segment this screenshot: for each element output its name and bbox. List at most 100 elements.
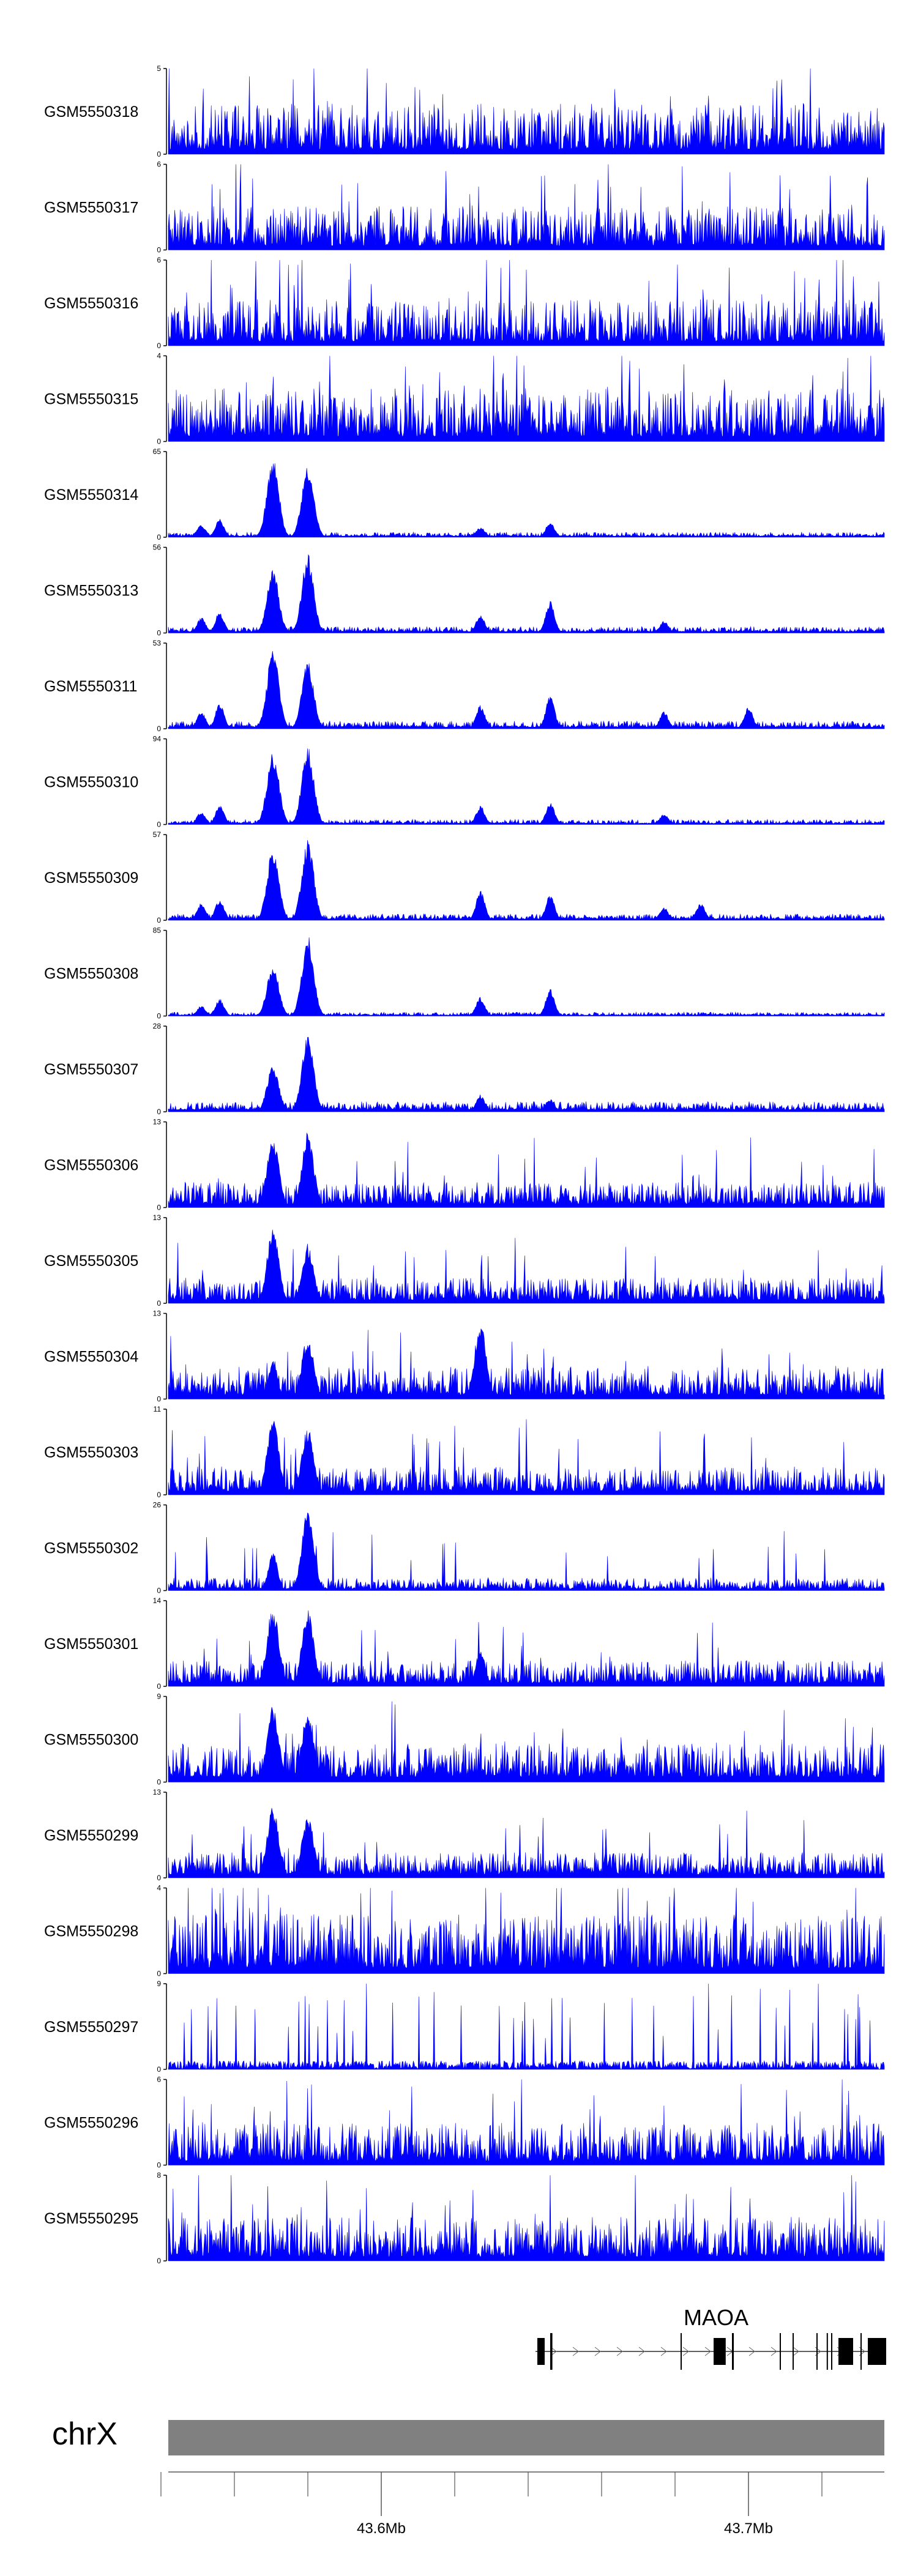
y-max-label: 6 [157, 2075, 161, 2084]
exon [816, 2333, 818, 2370]
signal-area [168, 1513, 885, 1591]
strand-arrow [550, 2347, 557, 2356]
track-label: GSM5550316 [44, 295, 138, 312]
y-max-label: 56 [153, 543, 162, 552]
y-max-label: 4 [157, 352, 161, 360]
track: GSM5550309 57 0 [44, 830, 885, 925]
track-label: GSM5550311 [44, 678, 137, 695]
signal-area [168, 937, 885, 1016]
exon [714, 2338, 726, 2365]
y-min-label: 0 [157, 1682, 161, 1691]
y-min-label: 0 [157, 2065, 161, 2074]
signal-area [168, 650, 885, 729]
track-label: GSM5550303 [44, 1444, 138, 1461]
y-max-label: 11 [154, 1405, 162, 1413]
signal-area [168, 1229, 885, 1304]
track: GSM5550303 11 0 [44, 1405, 885, 1499]
strand-arrow [704, 2347, 711, 2356]
y-min-label: 0 [157, 629, 161, 638]
gene-label: MAOA [684, 2305, 748, 2330]
track-label: GSM5550317 [44, 199, 138, 217]
y-max-label: 65 [153, 447, 162, 456]
y-max-label: 5 [157, 64, 161, 73]
signal-area [168, 1807, 885, 1878]
track-label: GSM5550304 [44, 1349, 138, 1366]
y-min-label: 0 [157, 1012, 161, 1021]
track-label: GSM5550309 [44, 869, 138, 887]
track: GSM5550313 56 0 [44, 543, 885, 638]
track-label: GSM5550305 [44, 1253, 138, 1270]
y-min-label: 0 [157, 1778, 161, 1787]
exon [793, 2333, 794, 2370]
track-label: GSM5550299 [44, 1827, 138, 1844]
strand-arrow [748, 2347, 755, 2356]
y-min-label: 0 [157, 2161, 161, 2170]
signal-area [168, 356, 885, 442]
track-label: GSM5550314 [44, 486, 138, 504]
y-max-label: 94 [153, 735, 162, 743]
y-min-label: 0 [157, 1299, 161, 1308]
y-min-label: 0 [157, 150, 161, 158]
track-label: GSM5550315 [44, 391, 138, 408]
y-max-label: 57 [153, 830, 162, 839]
track: GSM5550315 4 0 [44, 352, 885, 446]
y-max-label: 13 [153, 1118, 162, 1126]
y-min-label: 0 [157, 437, 161, 446]
signal-area [168, 2079, 885, 2165]
track-label: GSM5550313 [44, 583, 138, 600]
track: GSM5550295 8 0 [44, 2171, 885, 2265]
y-min-label: 0 [157, 1204, 161, 1212]
y-max-label: 14 [153, 1596, 162, 1605]
y-min-label: 0 [157, 2257, 161, 2265]
y-max-label: 26 [153, 1501, 162, 1509]
exon [681, 2333, 682, 2370]
signal-area [168, 1419, 885, 1495]
signal-area [168, 554, 885, 633]
signal-area [168, 164, 885, 250]
track: GSM5550301 14 0 [44, 1596, 885, 1691]
track-label: GSM5550296 [44, 2115, 138, 2132]
track-label: GSM5550318 [44, 103, 138, 121]
exon [550, 2333, 553, 2370]
chromosome-ideogram [168, 2420, 884, 2455]
track: GSM5550314 65 0 [44, 447, 885, 542]
y-max-label: 4 [157, 1884, 161, 1893]
track: GSM5550304 13 0 [44, 1309, 885, 1404]
track-label: GSM5550295 [44, 2210, 138, 2227]
y-max-label: 9 [157, 1692, 161, 1701]
exon [838, 2338, 853, 2365]
y-max-label: 28 [153, 1022, 162, 1030]
track-label: GSM5550297 [44, 2019, 138, 2036]
genomic-axis: 43.6Mb 43.7Mb [160, 2471, 884, 2537]
signal-area [168, 1888, 885, 1974]
strand-arrow [638, 2347, 645, 2356]
signal-area [168, 839, 885, 921]
y-min-label: 0 [157, 916, 161, 925]
exon [868, 2338, 886, 2365]
track: GSM5550296 6 0 [44, 2075, 885, 2170]
y-max-label: 6 [157, 160, 161, 169]
track: GSM5550297 9 0 [44, 1979, 885, 2074]
track-label: GSM5550298 [44, 1923, 138, 1940]
track-label: GSM5550306 [44, 1157, 138, 1174]
y-min-label: 0 [157, 1874, 161, 1882]
track-label: GSM5550301 [44, 1636, 138, 1653]
y-min-label: 0 [157, 1491, 161, 1499]
track: GSM5550307 28 0 [44, 1022, 885, 1116]
strand-arrow [594, 2347, 601, 2356]
exon [537, 2338, 545, 2365]
y-min-label: 0 [157, 341, 161, 350]
track: GSM5550298 4 0 [44, 1884, 885, 1978]
exon [780, 2333, 781, 2370]
y-min-label: 0 [157, 533, 161, 542]
signal-area [168, 1610, 885, 1687]
strand-arrow [572, 2347, 579, 2356]
signal-area [168, 2175, 885, 2261]
signal-area [168, 1328, 885, 1399]
y-max-label: 13 [153, 1309, 162, 1318]
signal-area [168, 1132, 885, 1208]
signal-area [168, 748, 885, 825]
track-label: GSM5550300 [44, 1732, 138, 1749]
track: GSM5550302 26 0 [44, 1501, 885, 1595]
